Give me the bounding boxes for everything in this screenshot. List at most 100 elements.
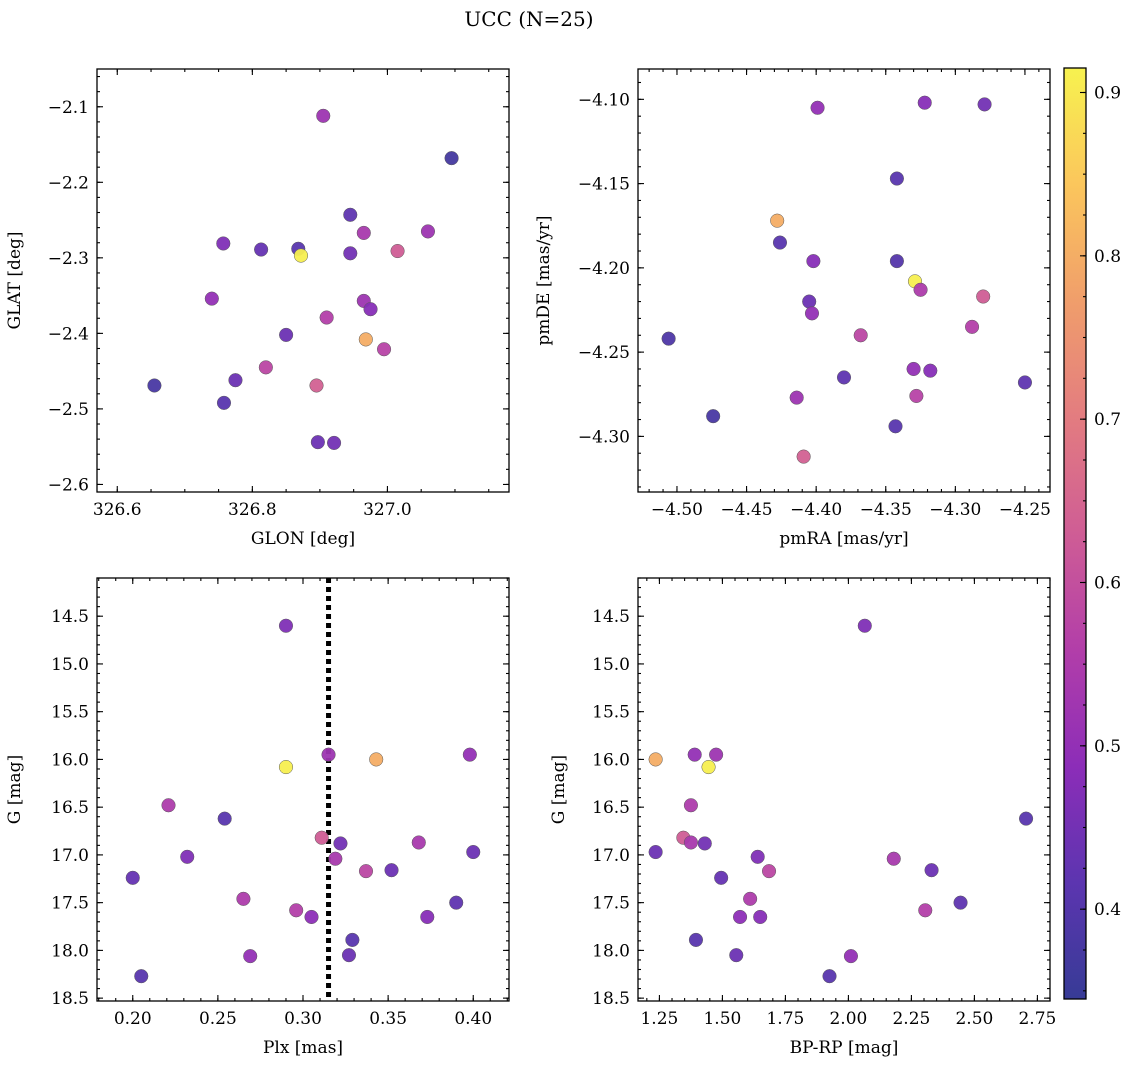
data-point — [889, 254, 904, 269]
data-point — [706, 409, 721, 424]
data-point — [278, 618, 294, 633]
y-tick-label: −2.6 — [48, 475, 89, 495]
data-point — [321, 747, 336, 762]
data-point — [753, 909, 768, 925]
x-tick-label: 326.8 — [228, 500, 277, 520]
data-point — [254, 242, 269, 257]
data-point — [278, 760, 294, 775]
data-point — [147, 378, 162, 393]
x-axis-label: Plx [mas] — [263, 1038, 343, 1058]
y-axis-label: G [mag] — [549, 755, 569, 824]
data-point — [688, 932, 704, 947]
data-point — [376, 342, 392, 357]
data-point — [341, 948, 357, 963]
x-tick-label: 2.00 — [829, 1009, 867, 1029]
data-point — [358, 332, 373, 347]
data-point — [750, 849, 765, 864]
data-point — [180, 849, 195, 864]
data-point — [906, 361, 921, 377]
y-tick-label: −2.3 — [48, 249, 89, 269]
y-tick-label: 15.5 — [592, 703, 630, 723]
y-tick-label: −2.5 — [48, 400, 89, 420]
colorbar: 0.4 0.5 0.6 0.7 0.8 0.9 — [1063, 67, 1121, 1000]
y-tick-label: 18.0 — [51, 941, 89, 961]
y-tick-label: −4.20 — [578, 259, 630, 279]
data-point — [333, 836, 348, 851]
data-point — [733, 909, 748, 925]
data-point — [913, 282, 928, 297]
axes-frame — [96, 577, 510, 1002]
x-tick-label: 1.50 — [703, 1009, 741, 1029]
data-point — [369, 752, 384, 767]
data-point — [857, 618, 872, 633]
data-point — [216, 395, 232, 410]
colorbar-tick-label: 0.7 — [1094, 410, 1121, 430]
figure-title: UCC (N=25) — [464, 7, 593, 31]
x-tick-label: −4.50 — [651, 500, 703, 520]
y-tick-label: 18.0 — [592, 941, 630, 961]
y-tick-label: 18.5 — [592, 989, 630, 1009]
data-point — [714, 870, 729, 885]
data-point — [923, 363, 938, 378]
y-tick-label: 16.5 — [592, 798, 630, 818]
data-point — [390, 243, 405, 259]
data-point — [279, 327, 294, 342]
colorbar-tick-label: 0.5 — [1094, 737, 1121, 757]
x-tick-label: 0.30 — [284, 1009, 322, 1029]
y-tick-label: 17.0 — [592, 846, 630, 866]
y-tick-label: −4.15 — [578, 175, 630, 195]
y-tick-label: −4.30 — [578, 427, 630, 447]
data-point — [449, 895, 464, 910]
data-point — [976, 289, 991, 304]
data-point — [770, 213, 785, 228]
data-point — [683, 835, 698, 850]
data-point — [358, 864, 374, 879]
data-point — [1017, 375, 1032, 390]
data-point — [977, 97, 992, 112]
data-point — [466, 844, 481, 860]
y-tick-label: 15.0 — [51, 655, 89, 675]
data-point — [743, 891, 758, 906]
data-point — [804, 306, 820, 321]
y-tick-label: 17.0 — [51, 846, 89, 866]
data-point — [687, 747, 702, 762]
data-point — [216, 236, 231, 251]
panel-pmra-pmde: −4.50 −4.45 −4.40 −4.35 −4.30 −4.25 −4.30 −4.25… — [534, 68, 1051, 549]
colorbar-gradient — [1064, 68, 1086, 999]
data-point — [822, 969, 837, 984]
y-tick-label: 17.5 — [51, 894, 89, 914]
panel-plx-g: 0.20 0.25 0.30 0.35 0.40 14.5 15.0 15.5 16.0 16.5… — [5, 577, 510, 1058]
x-axis-label: GLON [deg] — [251, 529, 355, 549]
data-point — [125, 870, 140, 885]
axes-frame — [637, 68, 1051, 493]
data-point — [236, 891, 251, 906]
x-axis-label: pmRA [mas/yr] — [779, 529, 908, 549]
data-point — [462, 747, 477, 762]
data-point — [709, 747, 724, 762]
data-point — [761, 864, 777, 879]
data-point — [683, 798, 698, 813]
data-point — [327, 435, 342, 450]
data-point — [309, 378, 324, 393]
y-tick-label: 16.5 — [51, 798, 89, 818]
axes-frame — [637, 577, 1051, 1002]
data-point — [217, 811, 232, 826]
data-point — [310, 435, 325, 450]
data-point — [648, 752, 663, 767]
x-tick-label: 1.75 — [766, 1009, 804, 1029]
y-tick-label: 14.5 — [592, 607, 630, 627]
data-point — [924, 863, 939, 878]
y-tick-label: 17.5 — [592, 894, 630, 914]
data-point — [886, 851, 901, 866]
y-tick-label: 15.0 — [592, 655, 630, 675]
x-tick-label: −4.35 — [860, 500, 912, 520]
data-point — [843, 949, 858, 964]
y-tick-label: −2.1 — [48, 98, 89, 118]
y-tick-label: 15.5 — [51, 703, 89, 723]
data-point — [772, 235, 788, 250]
panel-bprp-g: 1.25 1.50 1.75 2.00 2.25 2.50 2.75 14.5 15.0 15.5… — [549, 577, 1056, 1058]
data-point — [384, 863, 399, 878]
data-point — [420, 224, 436, 239]
x-tick-label: −4.40 — [790, 500, 842, 520]
y-tick-label: −4.25 — [578, 343, 630, 363]
